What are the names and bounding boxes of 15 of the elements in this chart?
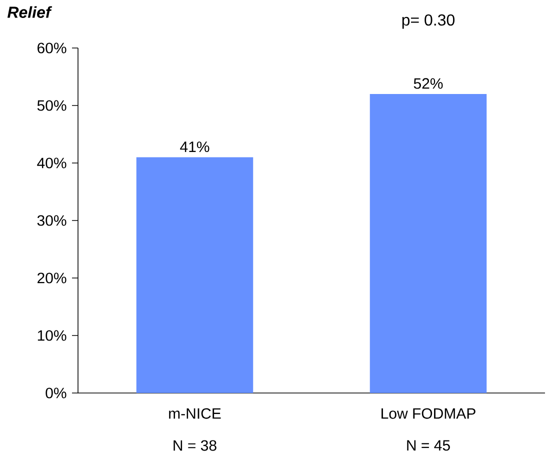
- text: N = 38: [174, 440, 216, 451]
- chart-title: Relief: [7, 6, 52, 18]
- y-tick-label: 20%: [38, 272, 66, 284]
- x-tick-label: Low FODMAP: [382, 408, 476, 419]
- y-tick-label: 10%: [38, 330, 66, 341]
- y-tick-label: 60%: [38, 42, 66, 54]
- text: p= 0.30: [402, 14, 455, 29]
- y-tick-label: 40%: [37, 158, 66, 168]
- y-tick-label: 50%: [37, 100, 66, 111]
- text: N = 45: [407, 440, 450, 451]
- data-label: 52%: [414, 78, 443, 89]
- data-label: 41%: [180, 142, 210, 152]
- y-tick-label: 30%: [37, 215, 66, 226]
- x-tick-label: m-NICE: [169, 408, 221, 419]
- y-tick-label: 0%: [46, 388, 66, 398]
